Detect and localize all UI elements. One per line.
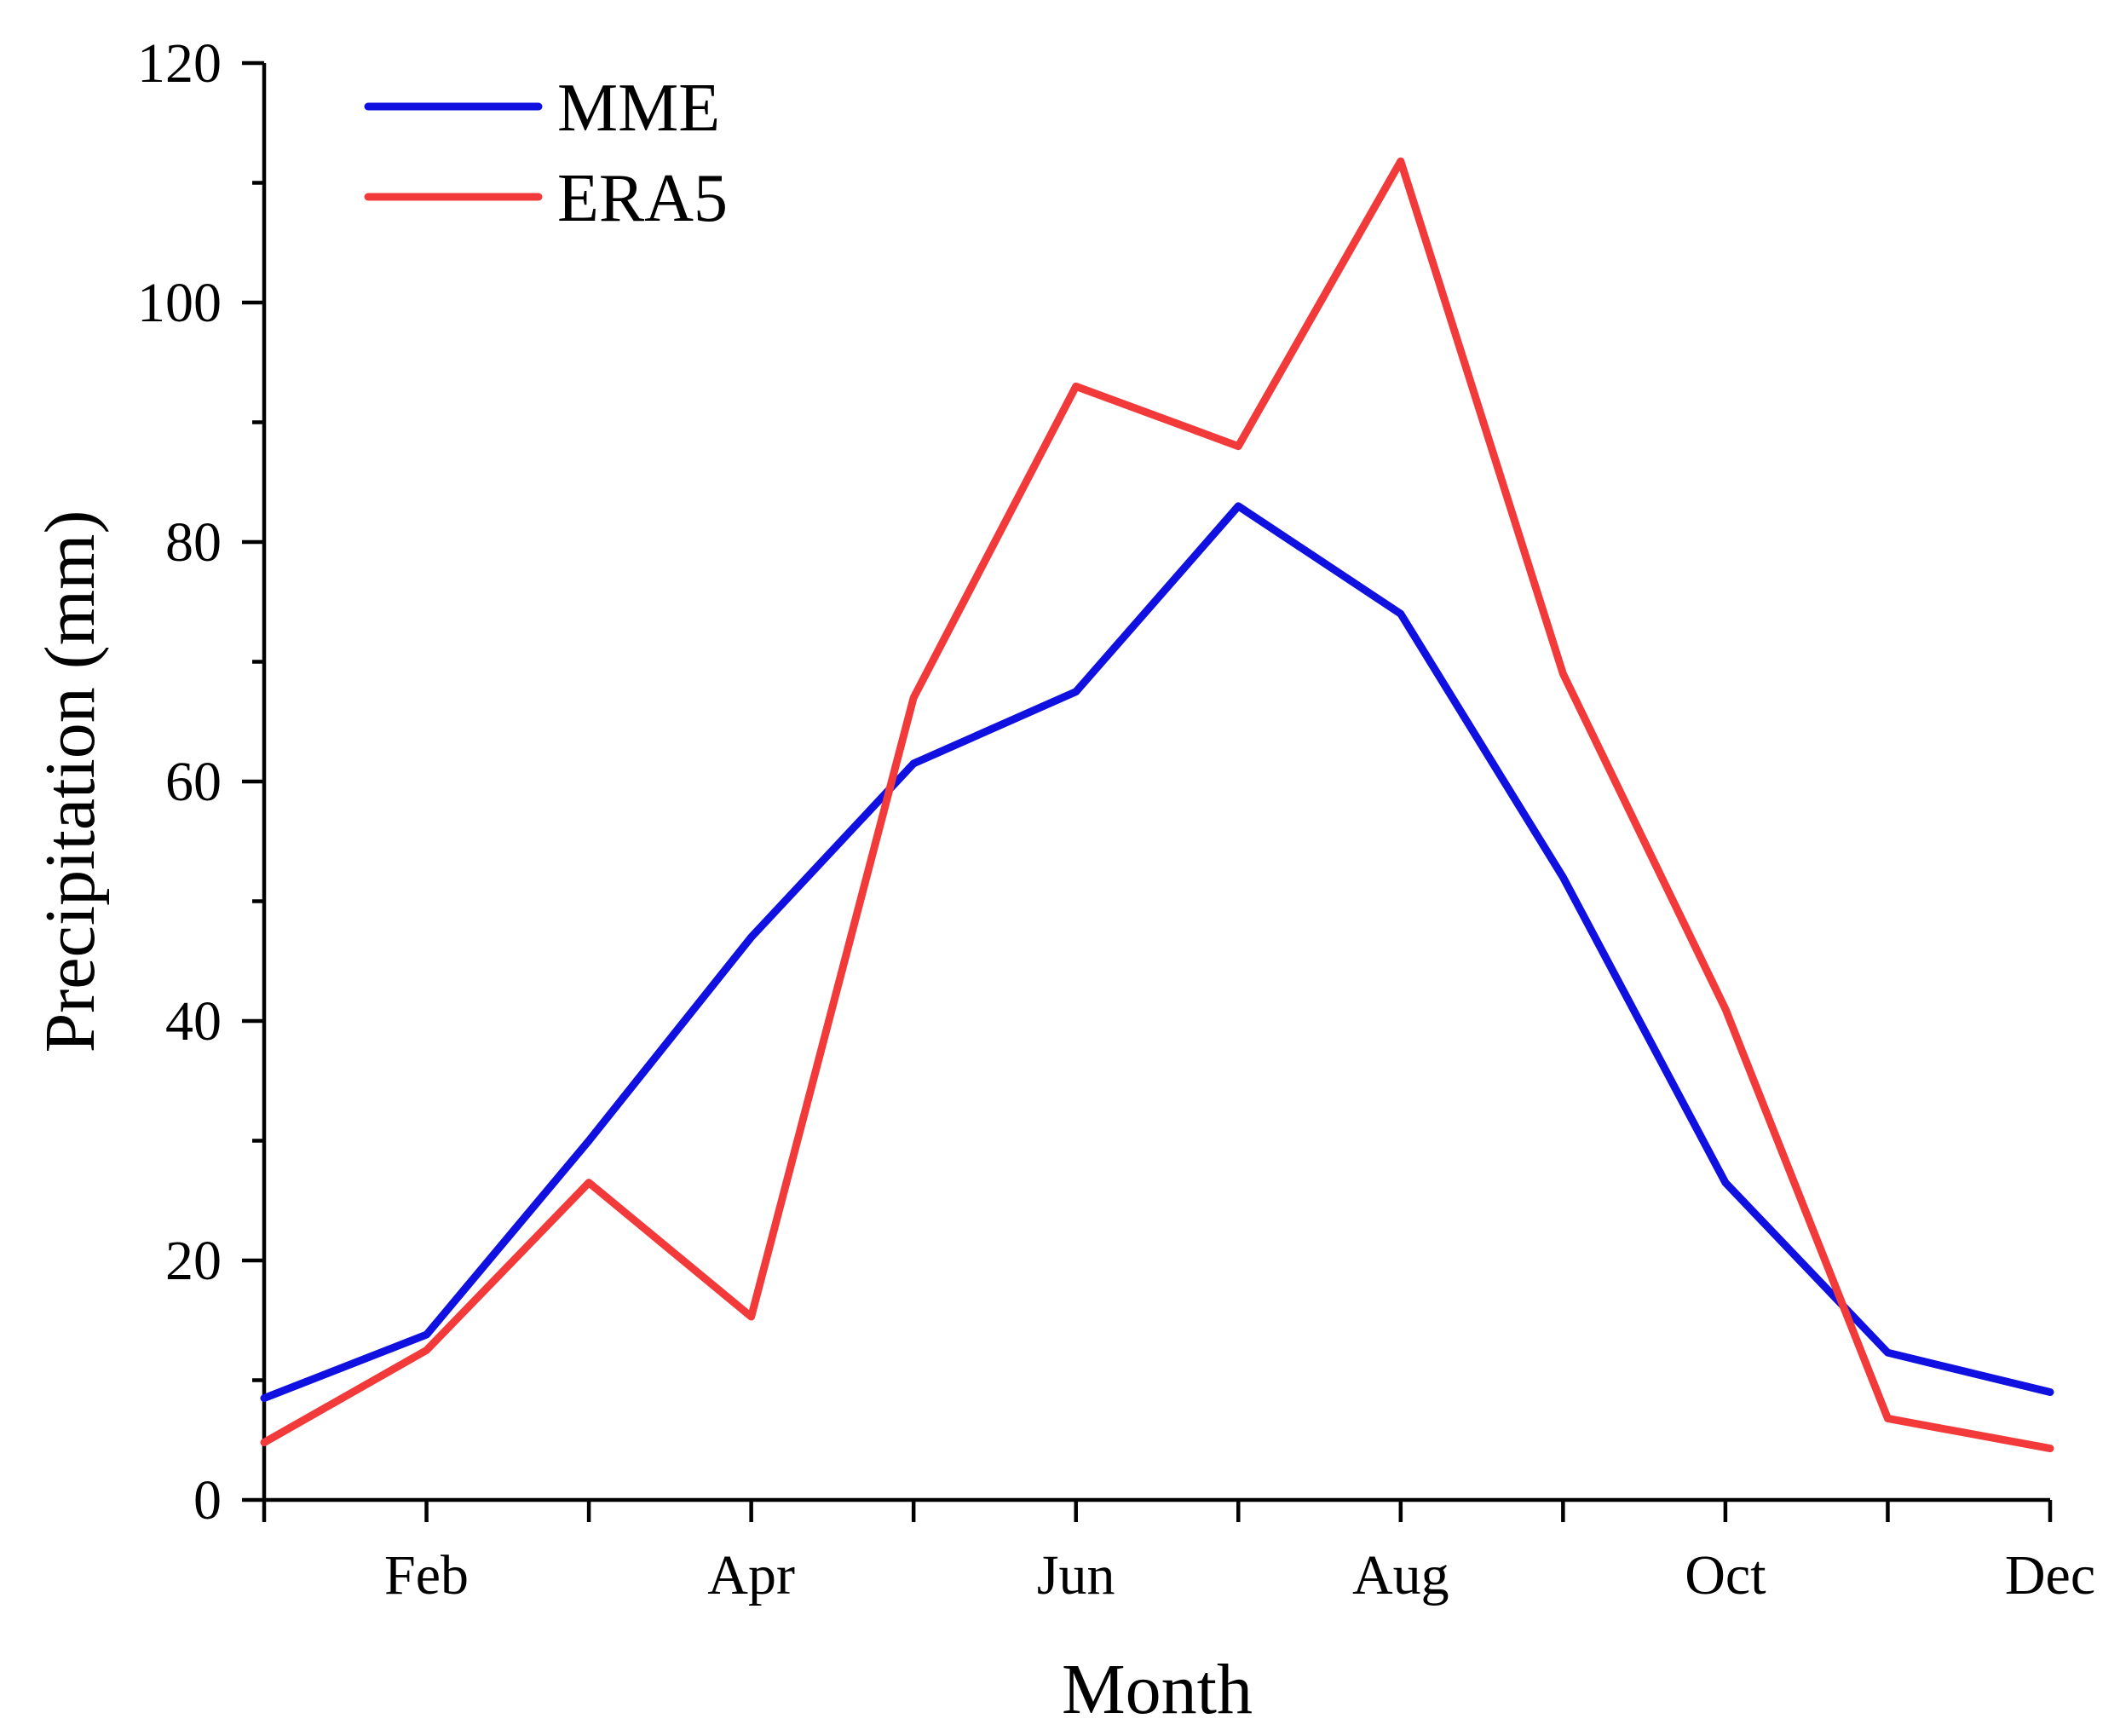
series-line-era5 (260, 157, 2054, 1453)
series-lines (260, 157, 2054, 1453)
x-tick-label: Apr (707, 1544, 795, 1606)
x-axis-ticks: Feb Apr Jun Aug Oct Dec (262, 1500, 2095, 1606)
x-tick-label: Oct (1685, 1544, 1766, 1606)
x-tick-label: Feb (384, 1544, 469, 1606)
x-tick-label: Jun (1037, 1544, 1115, 1606)
y-tick-label: 40 (165, 990, 222, 1053)
x-axis-title: Month (1062, 1650, 1253, 1729)
legend: MME ERA5 (364, 71, 728, 236)
series-line-mme (260, 502, 2054, 1403)
y-tick-label: 20 (165, 1230, 222, 1292)
y-tick-label: 80 (165, 511, 222, 574)
y-tick-label: 100 (137, 272, 222, 334)
x-tick-label: Dec (2005, 1544, 2095, 1606)
y-tick-label: 60 (165, 751, 222, 813)
y-tick-label: 0 (193, 1469, 222, 1531)
legend-label-mme: MME (557, 71, 720, 146)
y-axis-title: Precipitation (mm) (31, 510, 110, 1053)
x-tick-label: Aug (1352, 1544, 1449, 1606)
y-axis-ticks: 0 20 40 60 80 100 120 (137, 32, 264, 1531)
y-tick-label: 120 (137, 32, 222, 95)
legend-label-era5: ERA5 (557, 161, 728, 236)
